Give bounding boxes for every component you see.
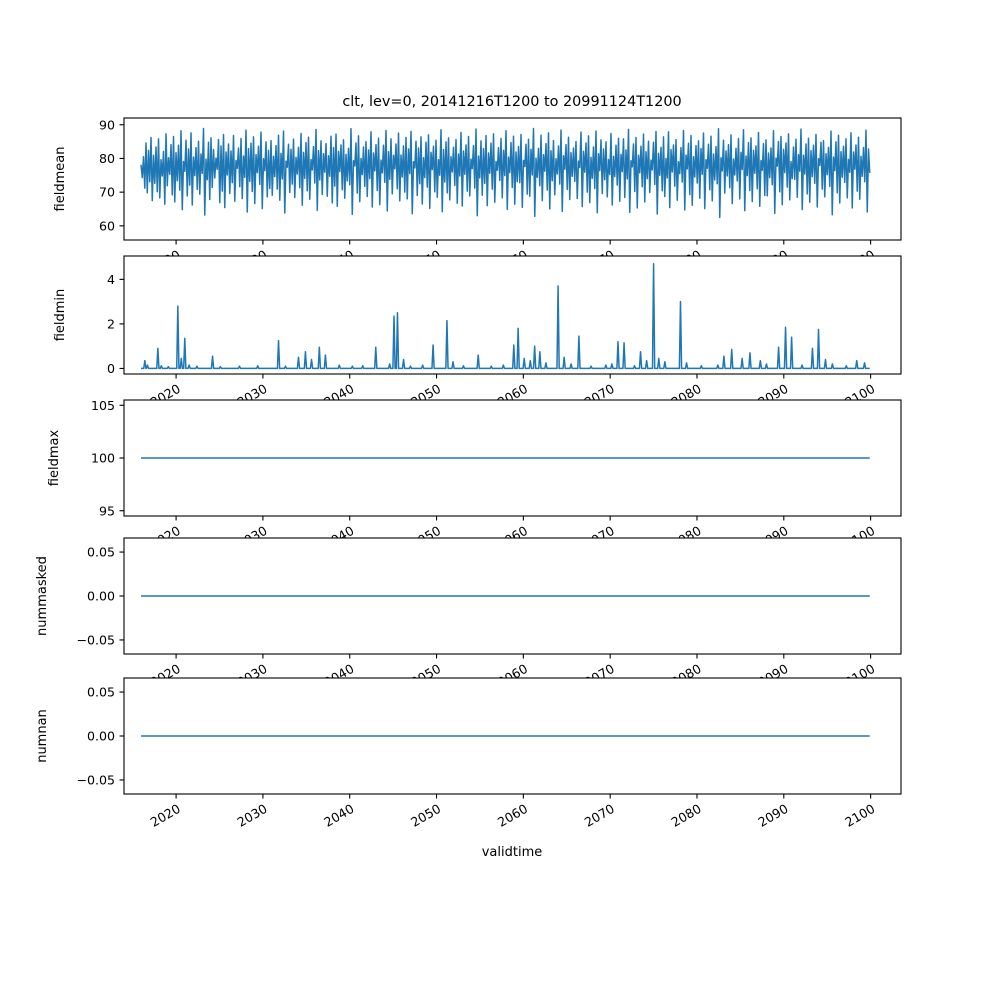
figure-title: clt, lev=0, 20141216T1200 to 20991124T12… [342, 94, 681, 110]
axes-frame [123, 399, 902, 517]
y-tick-label: 90 [99, 117, 115, 132]
y-tick-label: −0.05 [76, 633, 115, 648]
axes-frame [123, 255, 902, 375]
y-tick-label: 0.00 [87, 589, 115, 604]
y-axis-label-fieldmax: fieldmax [47, 430, 62, 487]
data-line-fieldmean [140, 127, 871, 219]
data-line-fieldmin [141, 263, 870, 370]
y-tick-label: 60 [99, 218, 115, 233]
y-tick-label: 95 [99, 503, 115, 518]
axes-frame [123, 677, 902, 795]
x-axis-label: validtime [482, 845, 543, 860]
y-axis-label-nummasked: nummasked [35, 556, 50, 636]
y-axis-label-fieldmean: fieldmean [53, 147, 68, 212]
y-axis-label-numnan: numnan [35, 709, 50, 763]
y-tick-label: 70 [99, 185, 115, 200]
y-tick-label: 0.05 [87, 545, 115, 560]
y-tick-label: 2 [107, 317, 115, 332]
subplot-fieldmean: 6070809020202030204020502060207020802090… [53, 117, 902, 276]
y-tick-label: 4 [107, 272, 115, 287]
y-tick-label: 80 [99, 151, 115, 166]
axes-frame [123, 117, 902, 241]
axes-frame [123, 537, 902, 655]
y-tick-label: 100 [91, 451, 115, 466]
y-tick-label: −0.05 [76, 773, 115, 788]
y-tick-label: 0.00 [87, 729, 115, 744]
y-tick-label: 0.05 [87, 685, 115, 700]
y-axis-label-fieldmin: fieldmin [53, 289, 68, 342]
y-tick-label: 105 [91, 398, 115, 413]
plot-area-background [124, 256, 901, 374]
y-tick-label: 0 [107, 361, 115, 376]
subplot-group: 6070809020202030204020502060207020802090… [35, 117, 902, 830]
